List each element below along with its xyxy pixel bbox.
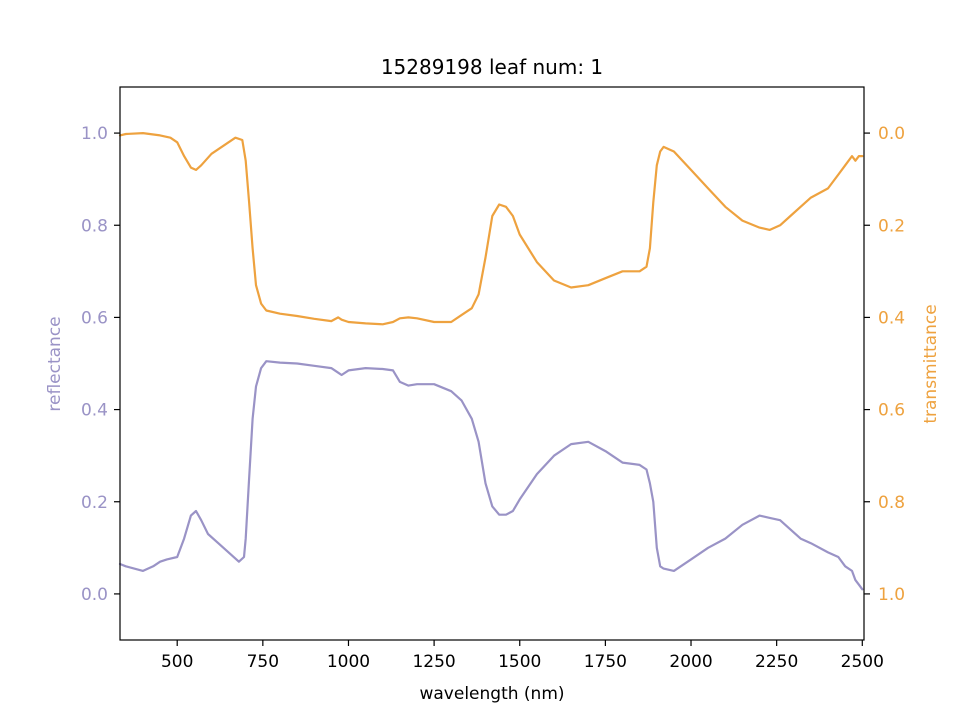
y-left-tick-label: 0.6 <box>81 308 108 328</box>
x-tick-label: 500 <box>161 652 193 672</box>
x-tick-label: 1000 <box>327 652 370 672</box>
y-left-tick-label: 0.0 <box>81 585 108 605</box>
x-axis-label: wavelength (nm) <box>419 684 564 704</box>
reflectance-line <box>118 360 864 591</box>
plot-lines <box>118 132 864 591</box>
transmittance-line <box>118 132 864 326</box>
y-left-tick-label: 0.8 <box>81 216 108 236</box>
x-tick-label: 1250 <box>412 652 455 672</box>
y-right-tick-label: 1.0 <box>878 585 905 605</box>
x-tick-label: 2500 <box>841 652 884 672</box>
y-right-tick-label: 0.8 <box>878 493 905 513</box>
x-tick-label: 1500 <box>498 652 541 672</box>
y-left-tick-label: 0.2 <box>81 493 108 513</box>
y-right-tick-label: 0.2 <box>878 216 905 236</box>
y-right-tick-label: 0.6 <box>878 401 905 421</box>
plot-frame <box>119 86 865 641</box>
y-left-axis-label: reflectance <box>45 316 65 411</box>
x-axis-ticks: 500 750 1000 1250 1500 1750 2000 2250 2500 <box>161 640 884 672</box>
y-left-tick-label: 1.0 <box>81 124 108 144</box>
y-right-tick-label: 0.0 <box>878 124 905 144</box>
chart-title: 15289198 leaf num: 1 <box>381 55 603 79</box>
x-tick-label: 2250 <box>755 652 798 672</box>
y-right-axis-label: transmittance <box>921 304 941 423</box>
y-left-tick-label: 0.4 <box>81 401 108 421</box>
x-tick-label: 2000 <box>669 652 712 672</box>
x-tick-label: 1750 <box>584 652 627 672</box>
y-right-axis-ticks: 0.0 0.2 0.4 0.6 0.8 1.0 <box>864 124 905 605</box>
y-left-axis-ticks: 0.0 0.2 0.4 0.6 0.8 1.0 <box>81 124 120 605</box>
x-tick-label: 750 <box>247 652 279 672</box>
y-right-tick-label: 0.4 <box>878 308 905 328</box>
